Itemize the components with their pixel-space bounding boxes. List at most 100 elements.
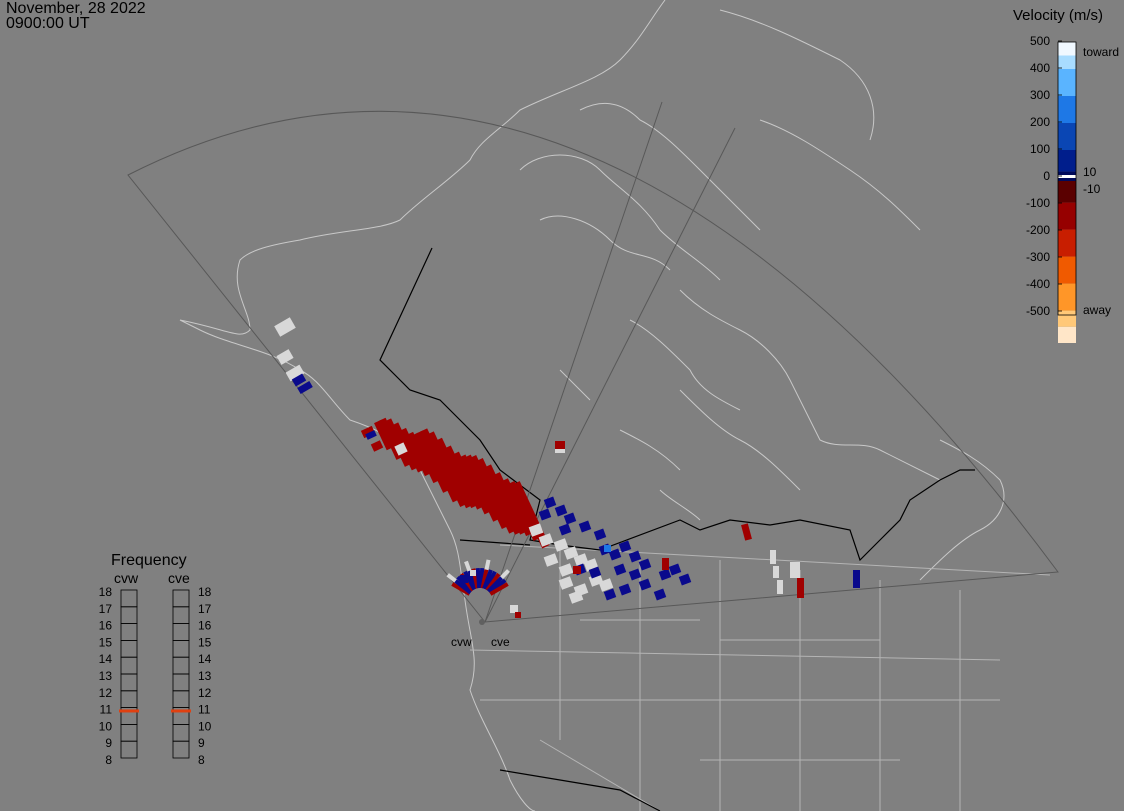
frequency-scale-label: 16 [99,619,113,633]
frequency-scale-label: 8 [198,753,205,767]
colorbar-tick-label: -400 [1026,277,1050,291]
frequency-scale-label: 18 [99,585,113,599]
scatter-cell [558,576,574,590]
scatter-cell [578,520,592,533]
colorbar-pos-threshold: 10 [1083,165,1097,179]
colorbar-neg-threshold: -10 [1083,182,1101,196]
colorbar-tick-label: -200 [1026,223,1050,237]
colorbar-segment [1058,96,1076,123]
colorbar-toward-label: toward [1083,45,1119,59]
scatter-cell [297,380,313,395]
scatter-cell [653,588,667,601]
scatter-cell [628,568,642,581]
frequency-cell [172,740,190,759]
scatter-cell [480,568,489,589]
frequency-cell [120,623,138,641]
frequency-scale-label: 17 [99,602,113,616]
velocity-colorbar: Velocity (m/s) 500 400 300 200 100 0 -100 -200 -… [1013,7,1119,343]
scatter-cell [365,430,377,440]
scatter-cell [485,572,501,592]
scatter-cell [453,578,472,595]
colorbar-tick-label: 300 [1030,88,1050,102]
scatter-cell [770,550,776,564]
frequency-cell [172,724,190,742]
colorbar-segment [1058,42,1076,56]
frequency-cell [120,690,138,708]
frequency-scale-label: 17 [198,602,212,616]
scatter-cell [482,569,493,590]
colorbar-segment-zero [1058,175,1076,178]
frequency-scale-label: 9 [105,736,112,750]
frequency-cell [172,606,190,624]
colorbar-segment [1058,123,1076,150]
frequency-scale-label: 14 [198,652,212,666]
scatter-cell [558,523,572,536]
frequency-panel: Frequency cvw cve 18 17 16 15 14 13 12 11 10 9 8 1… [99,552,212,767]
colorbar-tick-label: -300 [1026,250,1050,264]
scatter-cell [446,573,457,583]
colorbar-tick-label: 400 [1030,61,1050,75]
scatter-cell [543,553,559,567]
scatter-cell [553,538,569,552]
scatter-cell [464,560,472,572]
scatter-cell [528,523,544,537]
frequency-title: Frequency [111,552,187,569]
scatter-cell [608,548,622,561]
frequency-scale-label: 15 [99,635,113,649]
southern-border [499,769,661,811]
frequency-marker-cvw [119,709,139,713]
scatter-cell [394,442,408,456]
national-border-west [459,539,531,546]
frequency-cell [172,673,190,692]
colorbar-segment [1058,256,1076,284]
scatter-cell [613,563,627,576]
scatter-cell [543,496,557,509]
scatter-cell [618,540,632,553]
frequency-cell [120,640,138,658]
scatter-cell [360,425,376,439]
scatter-cell [563,512,577,525]
colorbar-tick-label: 100 [1030,142,1050,156]
frequency-cell [172,656,190,675]
scatter-cells [274,317,860,618]
frequency-scale-label: 14 [99,652,113,666]
frequency-col-label-cvw: cvw [114,570,139,586]
frequency-scale-label: 16 [198,619,212,633]
colorbar-tick-label: 200 [1030,115,1050,129]
colorbar-away-label: away [1083,303,1111,317]
frequency-scale-label: 11 [100,703,113,717]
colorbar-segment [1058,229,1076,257]
frequency-scale-label: 15 [198,635,212,649]
frequency-cell [120,606,138,624]
scatter-cell [484,559,491,571]
colorbar-tick-label: 500 [1030,34,1050,48]
state-boundaries [469,544,1051,811]
frequency-column-cvw: 18 17 16 15 14 13 12 11 10 9 8 [99,585,139,767]
scatter-cell [515,612,521,618]
scatter-cell [853,570,860,588]
scatter-cell [678,573,692,586]
colorbar-segment [1058,181,1076,203]
scatter-cell [489,582,509,596]
scatter-cell [274,317,296,337]
scatter-cell [658,568,672,581]
radar-site-marker [479,619,485,625]
frequency-scale-label: 10 [99,719,113,733]
frequency-scale-label: 13 [198,669,212,683]
frequency-cell [120,724,138,742]
scatter-cell [603,588,617,601]
date-label: November, 28 2022 [6,0,146,17]
frequency-cell [120,673,138,692]
colorbar-tick-label: 0 [1043,169,1050,183]
frequency-cell [172,623,190,641]
scatter-cell [291,373,307,387]
scatter-cell [573,566,581,574]
scatter-cell [588,566,602,579]
frequency-cell [172,690,190,708]
radar-label-cvw: cvw [451,635,472,649]
frequency-cell [120,740,138,759]
frequency-cell [120,656,138,675]
scatter-cell [460,575,468,583]
fields-of-view [127,101,1059,623]
